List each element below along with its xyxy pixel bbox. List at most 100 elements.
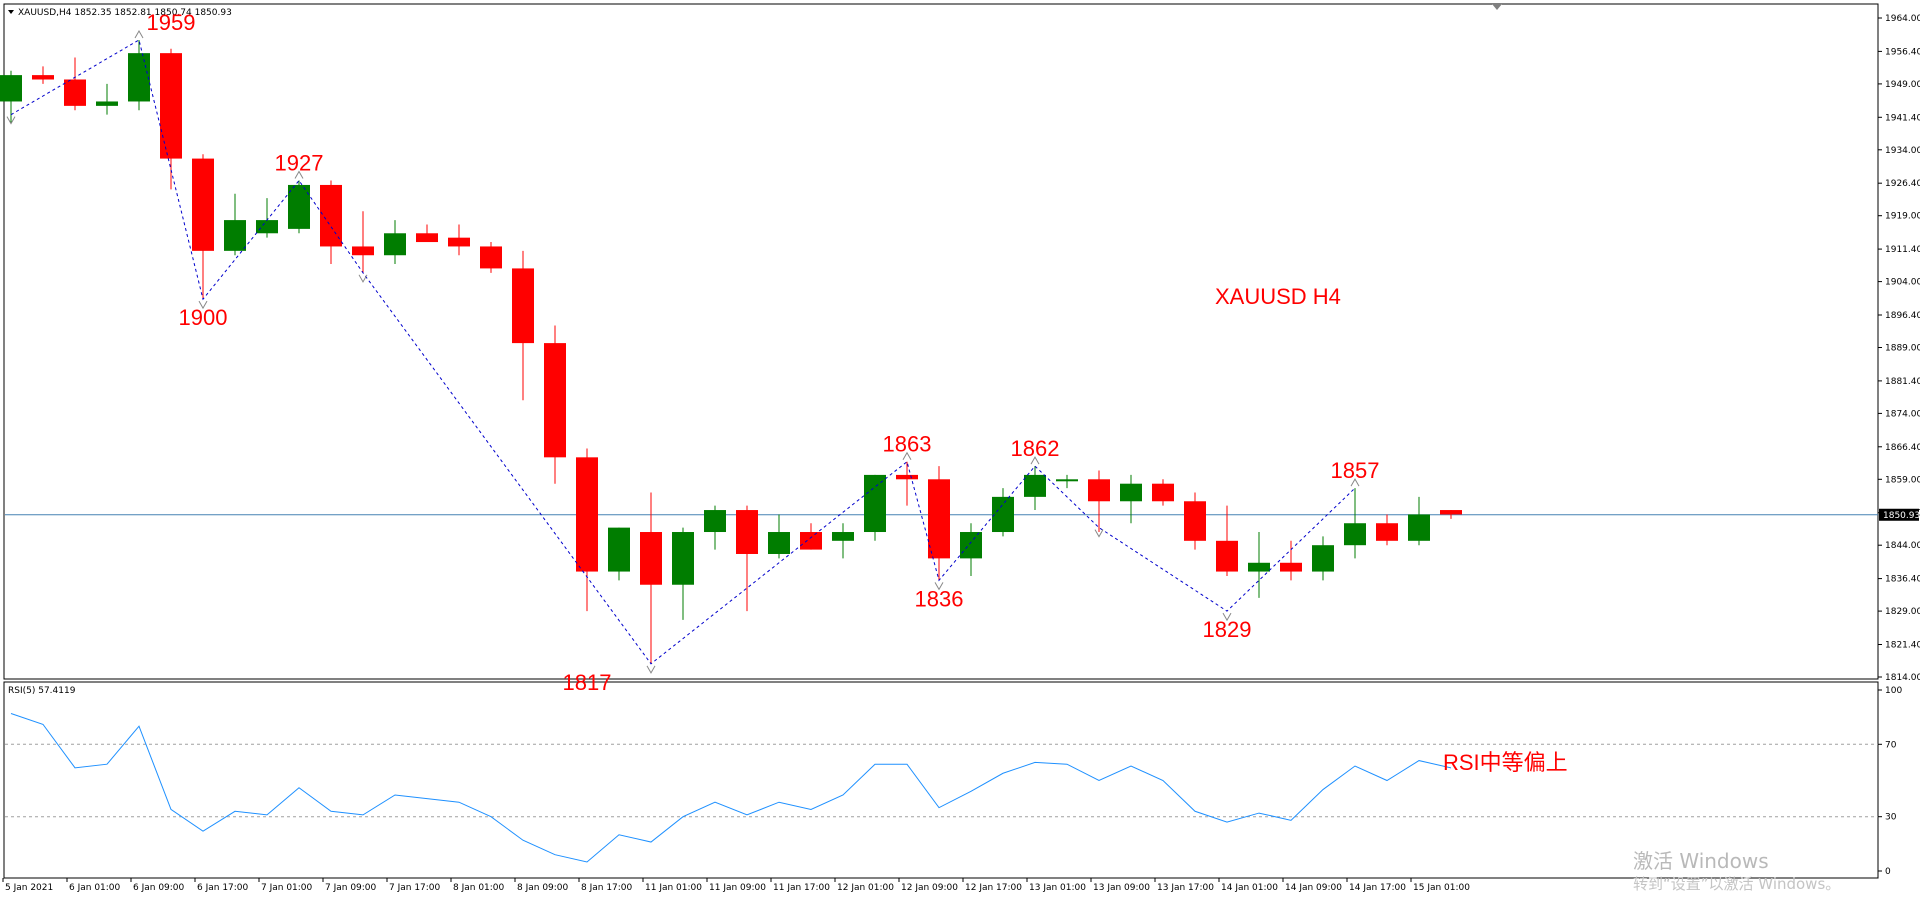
- candle: [1440, 510, 1462, 519]
- swing-labels: 1959 1900 1927 1817 1863 1836 1862 1829 1857: [147, 10, 1380, 695]
- candle: [1120, 474, 1142, 524]
- main-pane-frame: [3, 3, 1879, 680]
- candle-body: [64, 79, 86, 106]
- price-tick-label: 1896.40: [1885, 311, 1920, 321]
- time-tick-label: 15 Jan 01:00: [1413, 883, 1470, 893]
- price-axis: 1964.00 1956.40 1949.00 1941.40 1934.00 1926.…: [1878, 14, 1920, 683]
- swing-arrow-icon: [1030, 456, 1040, 465]
- price-tick-label: 1904.00: [1885, 278, 1920, 288]
- candle-body: [672, 532, 694, 585]
- candle-body: [1024, 474, 1046, 497]
- time-axis: 5 Jan 2021 6 Jan 01:00 6 Jan 09:00 6 Jan 17…: [2, 878, 1470, 893]
- price-tick-label: 1829.00: [1885, 607, 1920, 617]
- time-tick-label: 6 Jan 17:00: [197, 883, 249, 893]
- candle: [960, 523, 982, 576]
- time-tick-label: 11 Jan 17:00: [773, 883, 830, 893]
- rsi-tick-label: 100: [1885, 686, 1902, 696]
- rsi-tick-label: 30: [1885, 813, 1897, 823]
- candle-body: [288, 184, 310, 229]
- candle: [1184, 492, 1206, 550]
- swing-arrow-icon: [1350, 478, 1360, 487]
- candle: [1024, 466, 1046, 511]
- candle-body: [1152, 483, 1174, 502]
- candle-body: [1376, 523, 1398, 541]
- zigzag-line: [10, 39, 1356, 665]
- candle-body: [1120, 483, 1142, 502]
- candle: [864, 474, 886, 541]
- swing-arrow-icon: [198, 300, 208, 310]
- candle: [992, 488, 1014, 537]
- swing-arrow-icon: [902, 451, 912, 460]
- swing-label: 1817: [563, 670, 612, 695]
- candle: [832, 523, 854, 559]
- candle-body: [704, 510, 726, 533]
- swing-arrow-icon: [1094, 529, 1104, 538]
- chart-shift-marker-icon[interactable]: [1492, 4, 1502, 10]
- time-tick-label: 11 Jan 01:00: [645, 883, 702, 893]
- candle-body: [960, 532, 982, 559]
- candle-body: [768, 532, 790, 554]
- price-tick-label: 1919.00: [1885, 212, 1920, 222]
- candle: [384, 220, 406, 265]
- candle-body: [864, 474, 886, 533]
- candle: [576, 448, 598, 612]
- candle-body: [608, 527, 630, 572]
- rsi-header: RSI(5) 57.4119: [8, 686, 76, 696]
- swing-arrow-icon: [6, 116, 16, 125]
- price-tick-label: 1814.00: [1885, 673, 1920, 683]
- candle-body: [192, 158, 214, 251]
- candle: [1408, 496, 1430, 546]
- candle-body: [96, 101, 118, 106]
- candle: [32, 66, 54, 84]
- candle-body: [160, 53, 182, 159]
- candle-body: [384, 233, 406, 256]
- price-tick-label: 1956.40: [1885, 47, 1920, 57]
- price-tick-label: 1866.40: [1885, 443, 1920, 453]
- candle-body: [800, 532, 822, 550]
- candle-body: [224, 220, 246, 251]
- candle-body: [1312, 545, 1334, 572]
- rsi-line: [10, 713, 1452, 863]
- rsi-series: [10, 713, 1452, 863]
- candle: [128, 39, 150, 111]
- time-tick-label: 8 Jan 17:00: [581, 883, 633, 893]
- candle: [896, 461, 918, 506]
- candle-body: [256, 220, 278, 234]
- candle: [64, 57, 86, 111]
- candle-body: [32, 75, 54, 80]
- candle: [416, 224, 438, 243]
- swing-label: 1927: [275, 151, 324, 176]
- time-tick-label: 14 Jan 01:00: [1221, 883, 1278, 893]
- candle-body: [992, 496, 1014, 533]
- candle: [640, 492, 662, 664]
- swing-label: 1863: [883, 432, 932, 457]
- swing-arrow-icon: [934, 582, 944, 591]
- rsi-pane-frame: [3, 681, 1879, 879]
- candle: [1248, 532, 1270, 598]
- candle-body: [832, 532, 854, 541]
- candle-body: [928, 479, 950, 559]
- candle: [1216, 505, 1238, 576]
- candle-body: [1408, 514, 1430, 541]
- candle: [1376, 514, 1398, 546]
- candle: [512, 250, 534, 401]
- candle-body: [320, 184, 342, 247]
- candle: [480, 242, 502, 273]
- collapse-triangle-icon[interactable]: [8, 10, 14, 14]
- candle-body: [1216, 540, 1238, 572]
- candle: [320, 180, 342, 265]
- candle-body: [736, 510, 758, 554]
- swing-arrow-icon: [1222, 612, 1232, 622]
- candle: [672, 527, 694, 620]
- candle: [544, 325, 566, 484]
- time-tick-label: 7 Jan 17:00: [389, 883, 441, 893]
- swing-arrow-icon: [358, 274, 368, 283]
- rsi-axis: 100 70 30 0: [1878, 686, 1902, 877]
- time-tick-label: 7 Jan 01:00: [261, 883, 313, 893]
- symbol-timeframe-annotation: XAUUSD H4: [1215, 284, 1341, 309]
- price-tick-label: 1889.00: [1885, 344, 1920, 354]
- zigzag-series: [6, 29, 1360, 674]
- candle: [704, 505, 726, 550]
